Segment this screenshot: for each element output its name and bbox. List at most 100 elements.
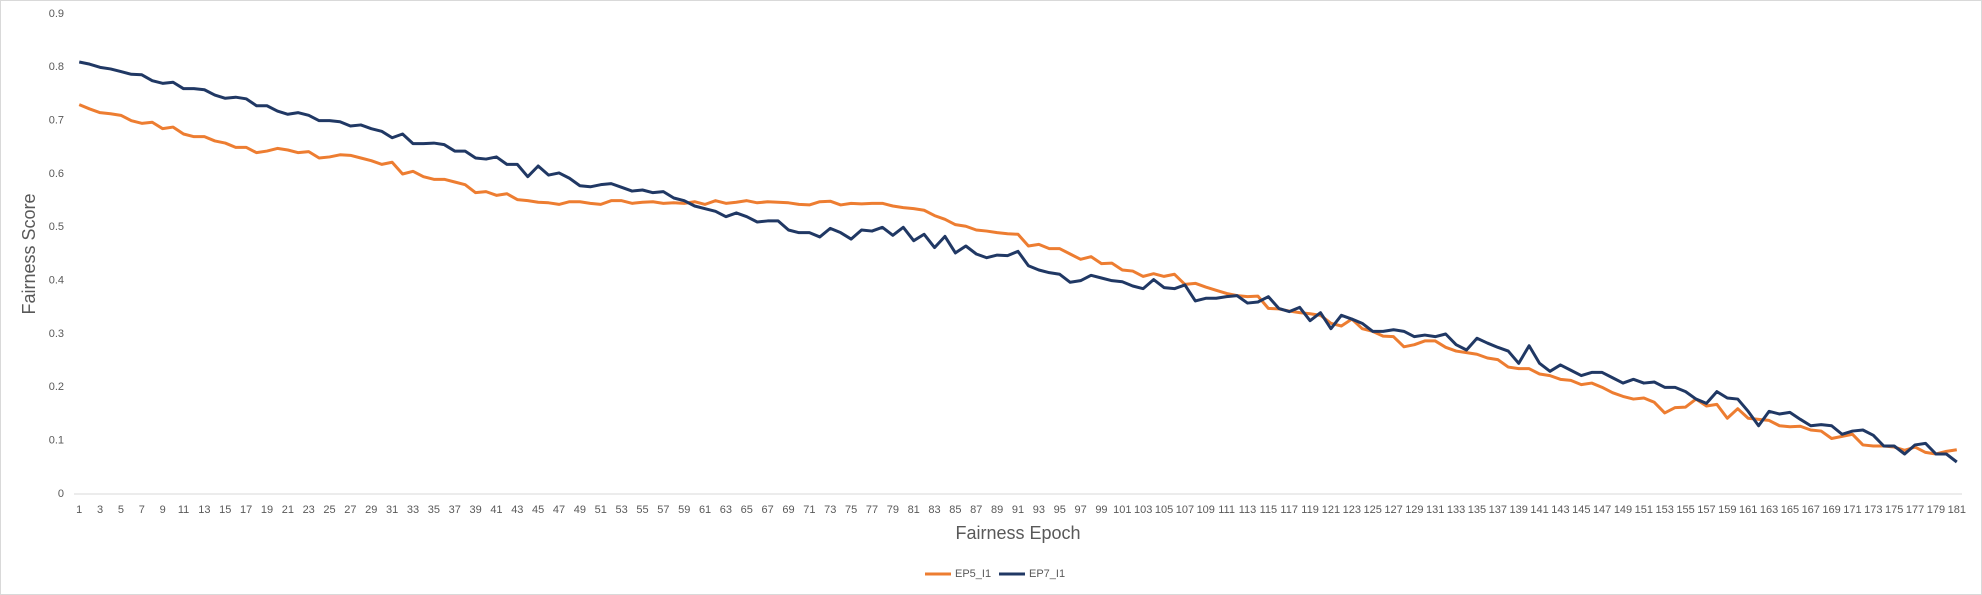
x-tick-label: 177 (1906, 504, 1924, 516)
x-tick-label: 51 (595, 504, 607, 516)
x-tick-label: 103 (1134, 504, 1152, 516)
x-tick-label: 27 (344, 504, 356, 516)
x-tick-label: 145 (1572, 504, 1590, 516)
x-tick-label: 75 (845, 504, 857, 516)
x-tick-label: 147 (1593, 504, 1611, 516)
y-tick-label: 0.7 (49, 115, 64, 127)
x-tick-label: 3 (97, 504, 103, 516)
x-tick-label: 29 (365, 504, 377, 516)
x-tick-label: 37 (449, 504, 461, 516)
x-tick-label: 171 (1843, 504, 1861, 516)
x-tick-label: 179 (1927, 504, 1945, 516)
x-tick-label: 109 (1197, 504, 1215, 516)
x-tick-label: 143 (1551, 504, 1569, 516)
x-tick-label: 137 (1489, 504, 1507, 516)
x-tick-label: 67 (762, 504, 774, 516)
x-tick-label: 175 (1885, 504, 1903, 516)
x-tick-label: 129 (1405, 504, 1423, 516)
x-tick-label: 33 (407, 504, 419, 516)
x-tick-label: 161 (1739, 504, 1757, 516)
x-tick-label: 17 (240, 504, 252, 516)
x-tick-label: 123 (1343, 504, 1361, 516)
x-tick-label: 95 (1054, 504, 1066, 516)
x-tick-label: 111 (1218, 504, 1235, 516)
series-line (78, 103, 1958, 456)
series-line (78, 60, 1958, 464)
x-tick-label: 53 (615, 504, 627, 516)
y-tick-label: 0.2 (49, 381, 64, 393)
x-tick-label: 35 (428, 504, 440, 516)
x-tick-label: 125 (1363, 504, 1381, 516)
x-tick-label: 107 (1176, 504, 1194, 516)
x-tick-label: 81 (908, 504, 920, 516)
x-tick-label: 115 (1260, 504, 1278, 516)
legend-label: EP5_I1 (955, 568, 991, 580)
x-tick-label: 15 (219, 504, 231, 516)
x-tick-label: 19 (261, 504, 273, 516)
y-tick-label: 0.9 (49, 8, 64, 20)
x-tick-label: 163 (1760, 504, 1778, 516)
x-tick-label: 141 (1530, 504, 1548, 516)
x-tick-label: 167 (1802, 504, 1820, 516)
y-axis-title: Fairness Score (19, 193, 39, 314)
x-tick-label: 119 (1301, 504, 1319, 516)
x-tick-label: 135 (1468, 504, 1486, 516)
x-tick-label: 47 (553, 504, 565, 516)
y-tick-label: 0.6 (49, 168, 64, 180)
x-tick-label: 117 (1280, 504, 1298, 516)
y-tick-label: 0.4 (49, 275, 64, 287)
x-tick-label: 155 (1676, 504, 1694, 516)
x-tick-label: 149 (1614, 504, 1632, 516)
x-tick-label: 181 (1948, 504, 1966, 516)
x-tick-label: 121 (1322, 504, 1340, 516)
y-tick-label: 0.8 (49, 61, 64, 73)
x-tick-label: 21 (282, 504, 294, 516)
x-tick-label: 105 (1155, 504, 1173, 516)
y-tick-label: 0.1 (49, 435, 64, 447)
x-tick-label: 87 (970, 504, 982, 516)
x-tick-label: 97 (1074, 504, 1086, 516)
x-tick-label: 83 (928, 504, 940, 516)
x-tick-label: 99 (1095, 504, 1107, 516)
x-tick-label: 153 (1656, 504, 1674, 516)
x-tick-label: 39 (469, 504, 481, 516)
x-tick-label: 157 (1697, 504, 1715, 516)
x-tick-label: 79 (887, 504, 899, 516)
x-tick-label: 1 (76, 504, 82, 516)
x-tick-label: 61 (699, 504, 711, 516)
x-tick-label: 45 (532, 504, 544, 516)
x-tick-label: 23 (303, 504, 315, 516)
x-tick-label: 69 (782, 504, 794, 516)
x-tick-label: 25 (323, 504, 335, 516)
x-tick-label: 13 (198, 504, 210, 516)
y-tick-label: 0.3 (49, 328, 64, 340)
x-tick-label: 165 (1781, 504, 1799, 516)
x-tick-label: 59 (678, 504, 690, 516)
y-tick-label: 0.5 (49, 221, 64, 233)
x-tick-label: 133 (1447, 504, 1465, 516)
x-tick-label: 101 (1113, 504, 1131, 516)
x-tick-label: 73 (824, 504, 836, 516)
x-tick-label: 9 (160, 504, 166, 516)
x-tick-label: 173 (1864, 504, 1882, 516)
x-tick-label: 31 (386, 504, 398, 516)
x-tick-label: 159 (1718, 504, 1736, 516)
x-tick-label: 89 (991, 504, 1003, 516)
x-tick-label: 57 (657, 504, 669, 516)
x-tick-label: 127 (1384, 504, 1402, 516)
x-tick-label: 131 (1426, 504, 1444, 516)
x-tick-label: 11 (178, 504, 189, 516)
x-tick-label: 169 (1822, 504, 1840, 516)
x-axis-title: Fairness Epoch (955, 523, 1080, 543)
x-tick-label: 7 (139, 504, 145, 516)
x-tick-label: 77 (866, 504, 878, 516)
x-tick-label: 93 (1033, 504, 1045, 516)
x-tick-label: 55 (636, 504, 648, 516)
x-tick-label: 139 (1510, 504, 1528, 516)
y-tick-label: 0 (58, 488, 64, 500)
x-tick-label: 71 (803, 504, 815, 516)
x-tick-label: 65 (741, 504, 753, 516)
x-tick-label: 5 (118, 504, 124, 516)
